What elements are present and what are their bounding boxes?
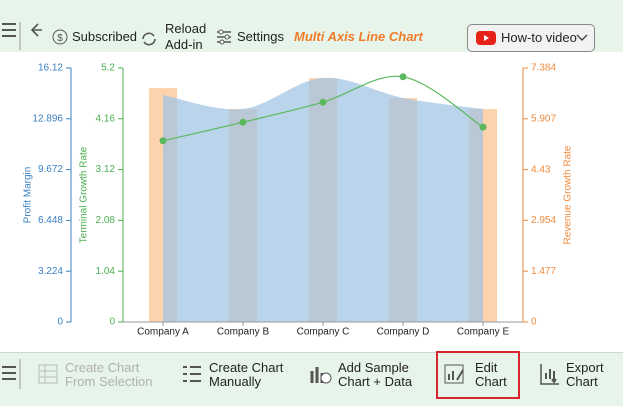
- button-line: Create Chart: [65, 360, 140, 375]
- line-marker: [239, 118, 247, 126]
- add-sample-button[interactable]: Add Sample Chart + Data: [310, 361, 412, 389]
- tick-label: 16.12: [38, 63, 63, 74]
- edit-chart-button[interactable]: Edit Chart: [436, 351, 520, 399]
- tick-label: 4.43: [531, 164, 551, 175]
- x-tick-label: Company C: [297, 327, 350, 338]
- button-line: Create Chart: [209, 360, 284, 375]
- x-tick-label: Company D: [377, 327, 430, 338]
- video-label: How-to video: [501, 30, 577, 45]
- x-tick-label: Company B: [217, 327, 270, 338]
- tick-label: 1.477: [531, 266, 556, 277]
- how-to-video-button[interactable]: How-to video: [467, 24, 595, 52]
- top-toolbar: $ Subscribed Reload Add-in Settings Mult…: [0, 0, 623, 52]
- button-line: Chart + Data: [338, 374, 413, 389]
- button-line: Chart: [566, 374, 598, 389]
- line-marker: [399, 73, 407, 81]
- tick-label: 3.12: [96, 164, 116, 175]
- y2-axis-title: Revenue Growth Rate: [563, 145, 574, 244]
- settings-button[interactable]: Settings: [216, 29, 284, 45]
- settings-label: Settings: [237, 29, 284, 44]
- tick-label: 12.896: [32, 113, 63, 124]
- line-marker: [159, 137, 167, 145]
- tick-label: 4.16: [96, 113, 116, 124]
- button-line: Manually: [209, 374, 262, 389]
- svg-text:$: $: [57, 33, 63, 44]
- button-line: Add Sample: [338, 360, 409, 375]
- tick-label: 3.224: [38, 266, 63, 277]
- tick-label: 0: [109, 317, 115, 328]
- tick-label: 2.954: [531, 215, 556, 226]
- menu-icon: [2, 359, 21, 389]
- nav-icons: [2, 22, 42, 50]
- button-line: Edit: [475, 360, 498, 375]
- y-axis-title: Terminal Growth Rate: [79, 146, 90, 243]
- create-manually-button[interactable]: Create Chart Manually: [182, 361, 283, 389]
- tick-label: 7.384: [531, 63, 556, 74]
- tick-label: 0: [57, 317, 63, 328]
- chart-title: Multi Axis Line Chart: [294, 29, 423, 44]
- create-from-selection-button[interactable]: Create Chart From Selection: [38, 361, 152, 389]
- reload-line: Add-in: [165, 37, 203, 52]
- subscribed-button[interactable]: $ Subscribed: [52, 29, 138, 45]
- tick-label: 9.672: [38, 164, 63, 175]
- tick-label: 5.2: [101, 63, 115, 74]
- tick-label: 5.907: [531, 113, 556, 124]
- x-tick-label: Company E: [457, 327, 510, 338]
- export-chart-button[interactable]: Export Chart: [540, 361, 604, 389]
- reload-line: Reload: [165, 21, 207, 36]
- line-marker: [479, 123, 487, 131]
- subscribed-label: Subscribed: [72, 29, 138, 44]
- y3-axis-title: Profit Margin: [23, 167, 34, 224]
- x-tick-label: Company A: [137, 327, 189, 338]
- line-marker: [319, 98, 327, 106]
- bottom-toolbar: Create Chart From Selection Create Chart…: [0, 351, 623, 406]
- button-line: From Selection: [65, 374, 153, 389]
- area: [163, 77, 483, 323]
- button-line: Chart: [475, 374, 507, 389]
- button-line: Export: [566, 360, 604, 375]
- tick-label: 2.08: [96, 215, 116, 226]
- tick-label: 6.448: [38, 215, 63, 226]
- reload-button[interactable]: Reload Add-in: [140, 22, 206, 52]
- tick-label: 1.04: [96, 266, 116, 277]
- chart: Profit Margin Terminal Growth Rate Reven…: [23, 63, 574, 338]
- tick-label: 0: [531, 317, 537, 328]
